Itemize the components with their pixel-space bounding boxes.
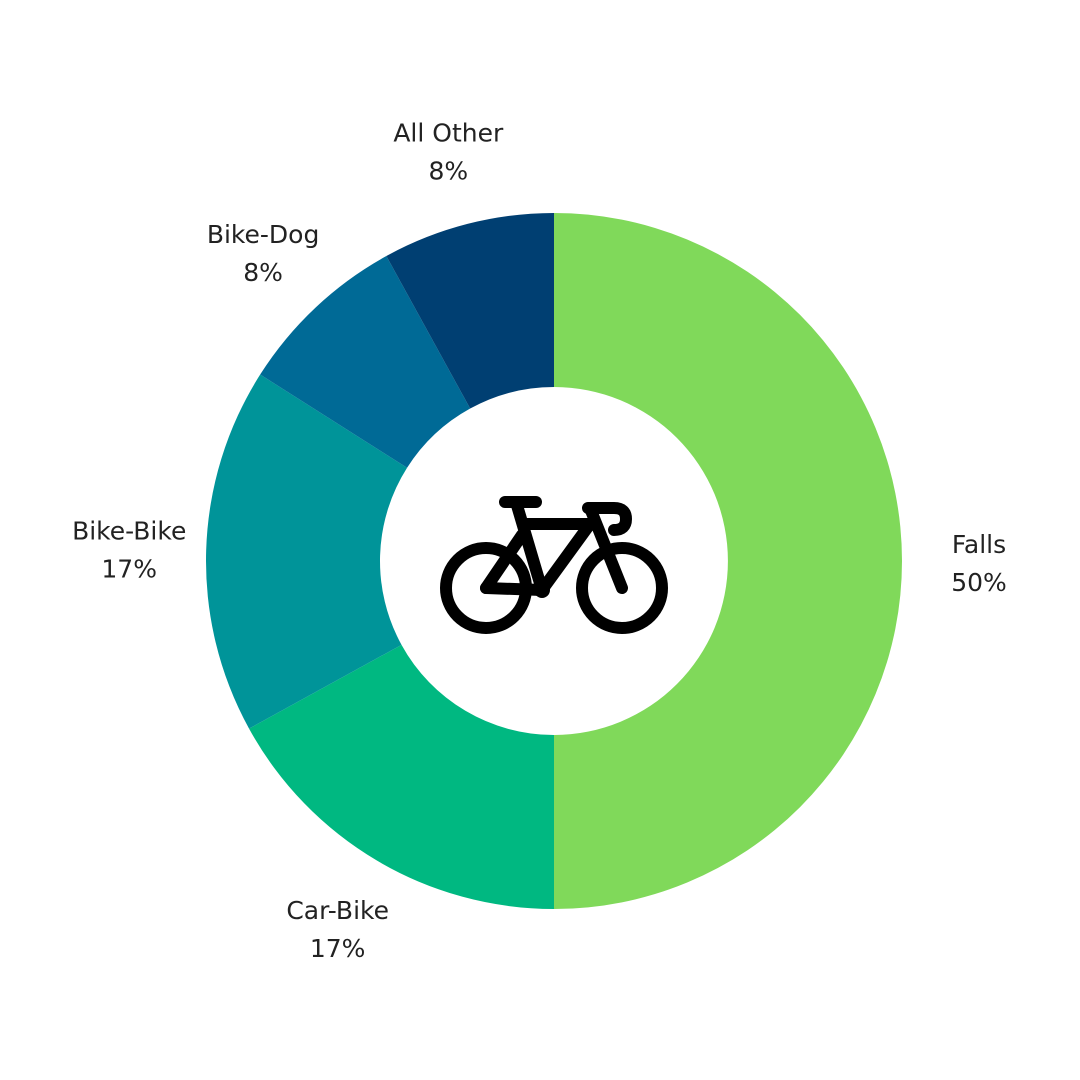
slice-category-bike-bike: Bike-Bike: [72, 517, 186, 546]
slice-value-bike-bike: 17%: [101, 555, 157, 584]
slice-category-all-other: All Other: [393, 118, 504, 147]
slice-label-falls: Falls 50%: [951, 530, 1007, 597]
slice-falls: [554, 213, 902, 909]
slice-value-falls: 50%: [951, 568, 1007, 597]
slice-category-car-bike: Car-Bike: [286, 896, 389, 925]
slice-label-car-bike: Car-Bike 17%: [286, 896, 389, 963]
slice-category-falls: Falls: [952, 530, 1006, 559]
slice-label-all-other: All Other 8%: [393, 118, 504, 185]
slice-bike-bike: [206, 374, 408, 729]
slice-category-bike-dog: Bike-Dog: [207, 220, 320, 249]
slice-label-bike-bike: Bike-Bike 17%: [72, 517, 186, 584]
slice-car-bike: [249, 644, 554, 909]
bicycle-icon: [440, 496, 668, 634]
slice-all-other: [386, 213, 554, 409]
slice-value-car-bike: 17%: [310, 934, 366, 963]
slice-bike-dog: [260, 256, 471, 468]
slice-value-all-other: 8%: [428, 156, 468, 185]
slice-labels: Falls 50% Car-Bike 17% Bike-Bike 17% Bike-Dog 8…: [72, 118, 1007, 962]
slice-label-bike-dog: Bike-Dog 8%: [207, 220, 320, 287]
slice-value-bike-dog: 8%: [243, 258, 283, 287]
donut-slices: [206, 213, 902, 909]
